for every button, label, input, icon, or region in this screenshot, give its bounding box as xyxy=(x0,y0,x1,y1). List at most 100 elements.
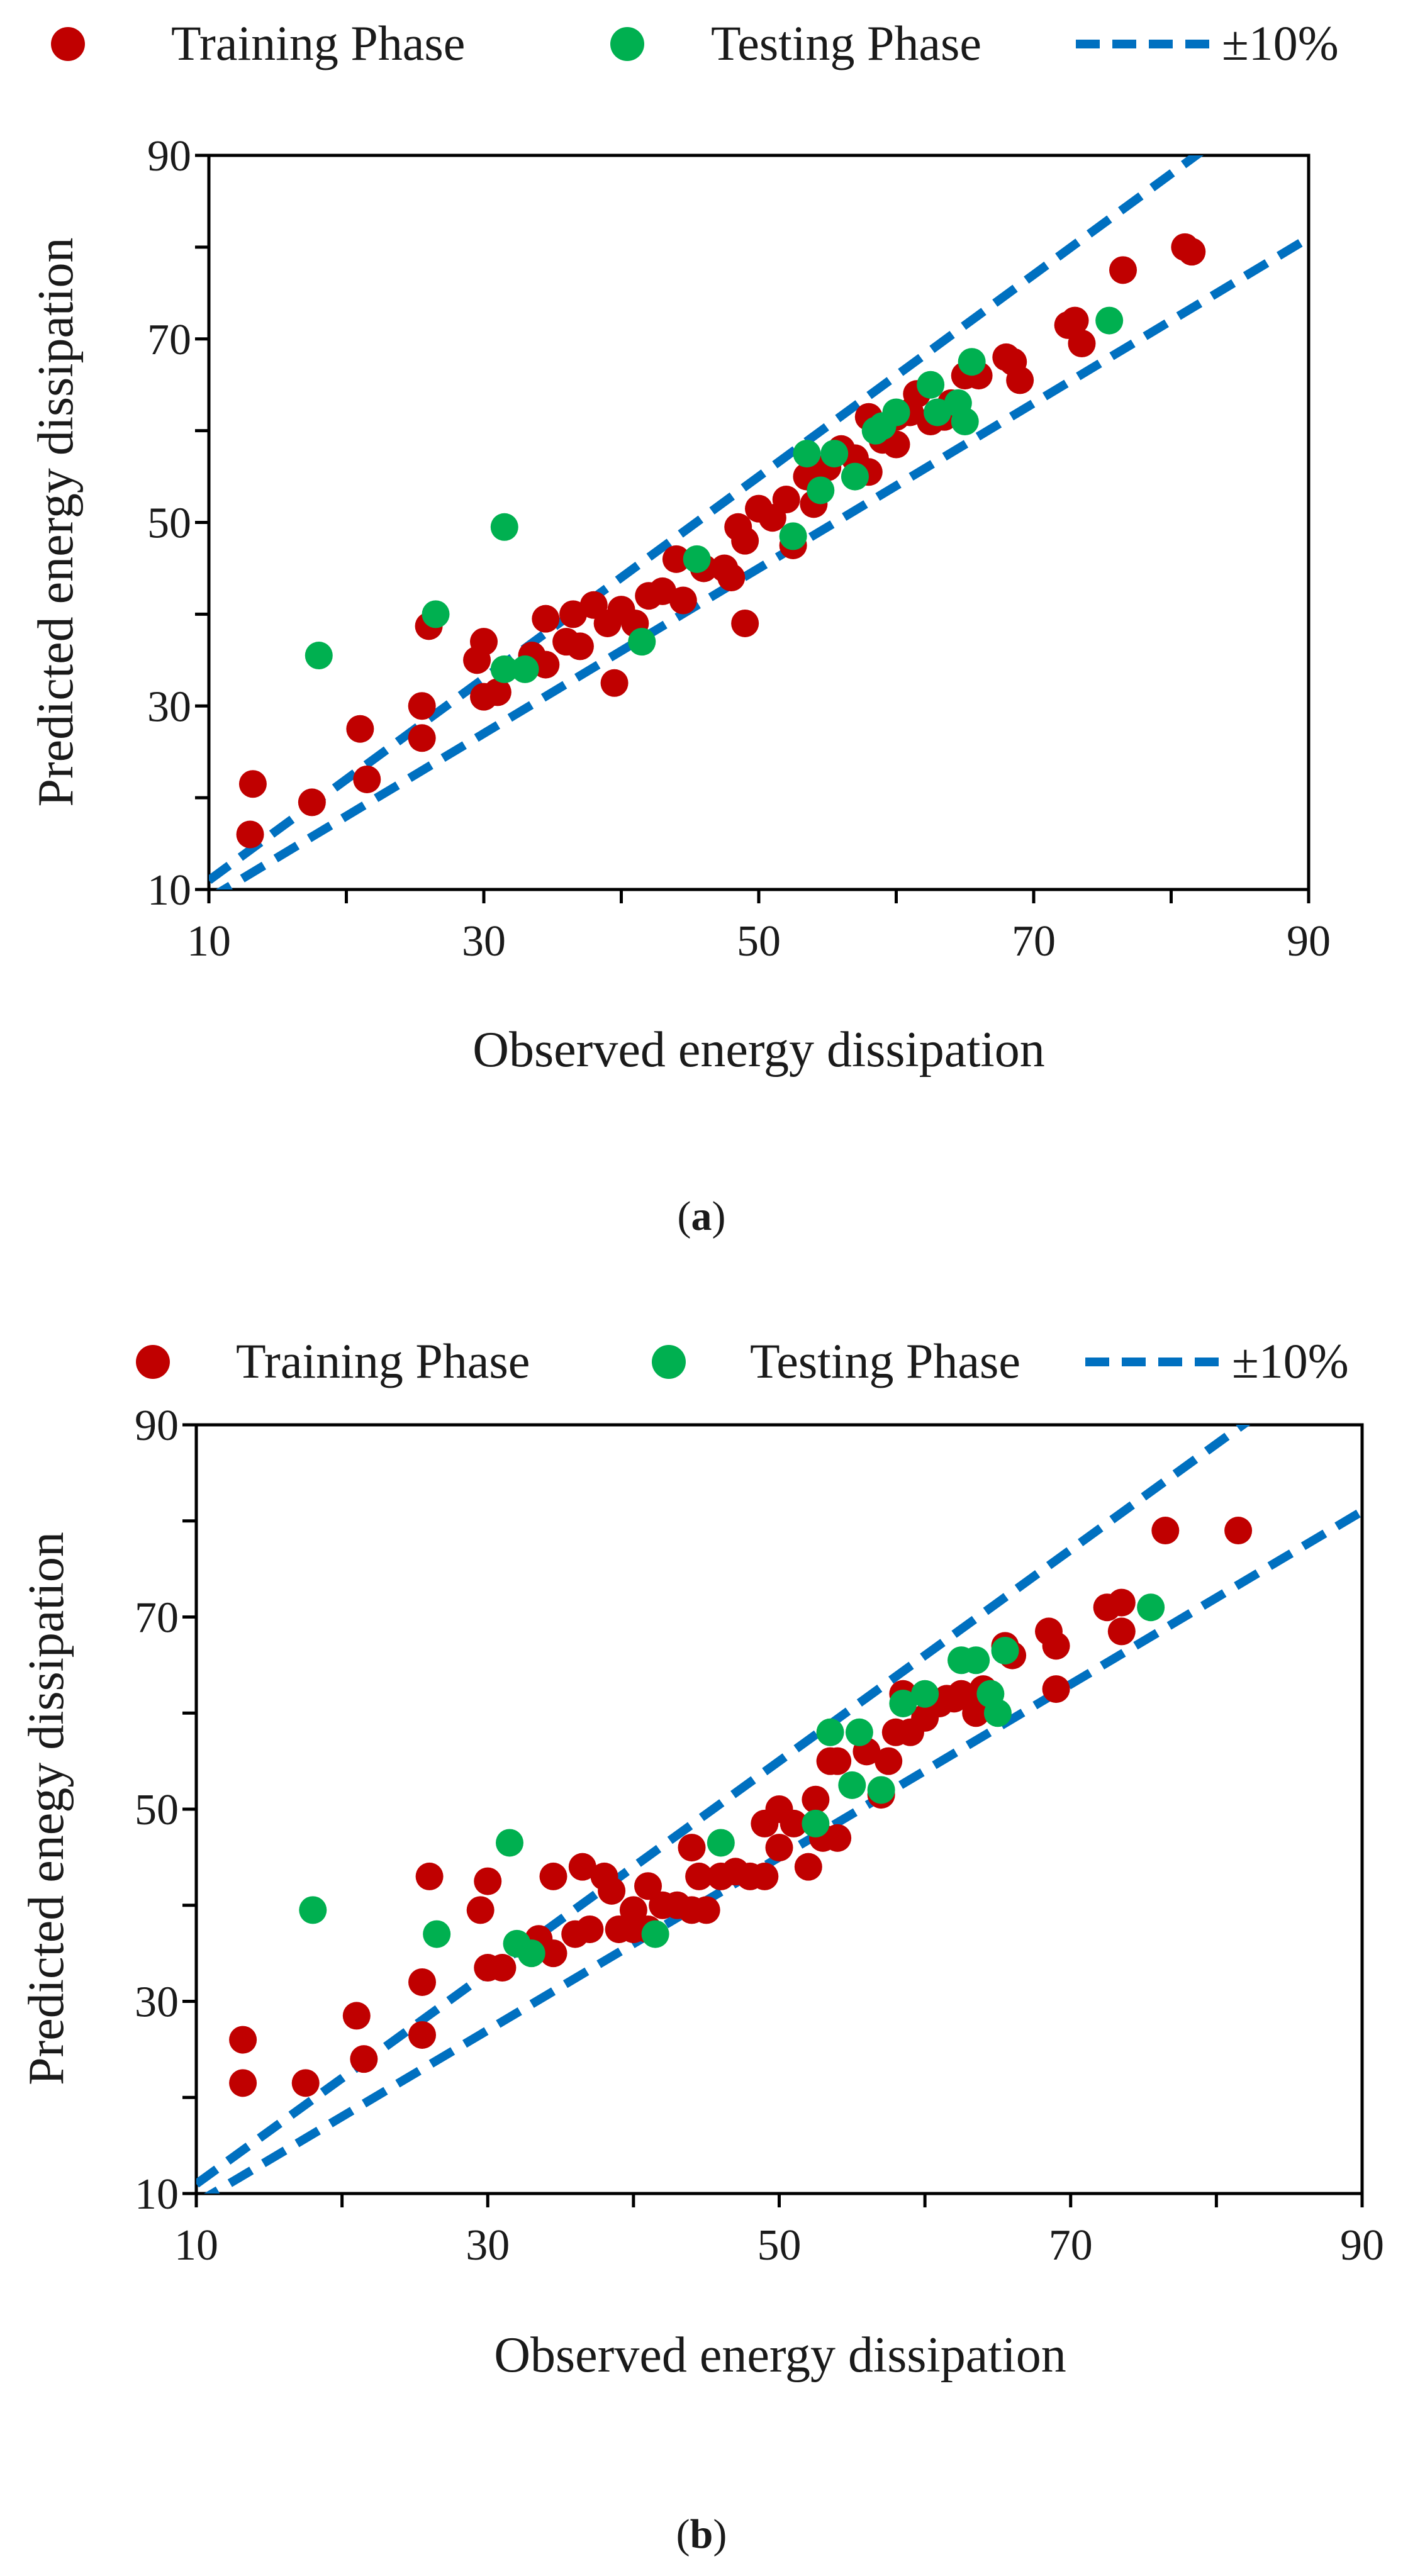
y-tick-label: 10 xyxy=(147,866,191,915)
y-axis-label-b: Predicted enegy dissipation xyxy=(19,1532,74,2085)
training-point xyxy=(1107,1588,1136,1617)
testing-point xyxy=(962,1646,990,1675)
training-point xyxy=(875,1747,903,1775)
training-point xyxy=(350,2045,378,2073)
testing-point xyxy=(802,1809,830,1837)
legend-training-marker xyxy=(136,1345,170,1379)
testing-point xyxy=(958,348,986,376)
y-tick-label: 70 xyxy=(135,1594,179,1642)
testing-point xyxy=(889,1689,917,1717)
training-point xyxy=(634,1872,662,1900)
training-point xyxy=(576,1915,604,1943)
legend-testing-marker xyxy=(652,1345,686,1379)
x-axis-label-b: Observed energy dissipation xyxy=(494,2328,1066,2383)
training-point xyxy=(1042,1675,1070,1703)
legend-training-label: Training Phase xyxy=(236,1334,530,1388)
y-tick-label: 10 xyxy=(135,2170,179,2219)
training-point xyxy=(824,1824,852,1852)
training-point xyxy=(962,1699,990,1727)
testing-point xyxy=(495,1829,523,1857)
x-tick-label: 70 xyxy=(1049,2221,1093,2270)
legend-training-label: Training Phase xyxy=(171,16,465,70)
testing-point xyxy=(1137,1593,1165,1622)
training-point xyxy=(1109,256,1137,284)
training-point xyxy=(649,577,677,605)
training-point xyxy=(236,820,264,849)
training-point xyxy=(765,1834,793,1862)
panel-caption-a: (a) xyxy=(678,1193,726,1239)
testing-point xyxy=(707,1829,735,1857)
testing-point xyxy=(838,1771,866,1799)
testing-point xyxy=(683,545,711,573)
training-point xyxy=(532,605,560,633)
testing-point xyxy=(951,408,979,436)
training-point xyxy=(298,788,326,817)
testing-point xyxy=(305,642,333,670)
testing-point xyxy=(779,522,807,550)
y-tick-label: 50 xyxy=(135,1786,179,1834)
x-tick-label: 10 xyxy=(174,2221,218,2270)
training-point xyxy=(669,586,697,615)
testing-point xyxy=(917,371,945,399)
x-tick-label: 70 xyxy=(1012,917,1056,966)
training-point xyxy=(731,609,759,637)
training-point xyxy=(731,527,759,555)
testing-point xyxy=(299,1896,327,1924)
training-point xyxy=(474,1867,502,1895)
training-point xyxy=(342,2002,371,2030)
training-point xyxy=(532,650,560,679)
testing-point xyxy=(867,1776,895,1804)
training-point xyxy=(568,1853,596,1881)
legend-band-label: ±10% xyxy=(1232,1334,1349,1388)
testing-point xyxy=(991,1636,1019,1664)
training-point xyxy=(1068,330,1096,358)
training-point xyxy=(470,628,498,656)
x-tick-label: 30 xyxy=(462,917,506,966)
training-point xyxy=(238,770,267,798)
training-point xyxy=(600,669,629,697)
x-tick-label: 10 xyxy=(187,917,231,966)
training-point xyxy=(1151,1517,1180,1545)
testing-point xyxy=(882,398,910,427)
legend-band-label: ±10% xyxy=(1222,16,1339,70)
training-point xyxy=(566,632,594,661)
testing-point xyxy=(793,440,821,468)
testing-point xyxy=(422,600,450,628)
training-point xyxy=(794,1853,822,1881)
training-point xyxy=(751,1862,779,1890)
training-point xyxy=(415,1862,444,1890)
training-point xyxy=(802,1785,830,1814)
legend-testing-marker xyxy=(610,27,644,61)
testing-point xyxy=(924,398,952,427)
testing-point xyxy=(911,1680,939,1708)
training-point xyxy=(346,715,374,743)
training-point xyxy=(559,600,588,628)
testing-point xyxy=(816,1718,844,1746)
testing-point xyxy=(517,1939,545,1968)
testing-point xyxy=(1095,306,1124,335)
training-point xyxy=(947,1680,976,1708)
x-tick-label: 90 xyxy=(1340,2221,1384,2270)
training-point xyxy=(408,2021,437,2049)
training-point xyxy=(678,1834,706,1862)
training-point xyxy=(229,2026,257,2054)
testing-point xyxy=(807,476,835,505)
training-point xyxy=(488,1954,517,1982)
training-point xyxy=(466,1896,495,1924)
training-point xyxy=(539,1862,567,1890)
training-point xyxy=(408,1968,437,1996)
legend-training-marker xyxy=(51,27,85,61)
training-point xyxy=(1107,1617,1136,1646)
band-line-minus-10 xyxy=(215,234,1309,889)
y-tick-label: 90 xyxy=(147,132,191,181)
panel-caption-b: (b) xyxy=(676,2511,727,2557)
testing-point xyxy=(841,462,869,491)
testing-point xyxy=(820,440,849,468)
training-point xyxy=(824,1747,852,1775)
data-points-b xyxy=(229,1517,1253,2097)
band-line-plus-10 xyxy=(209,155,1204,884)
y-tick-label: 70 xyxy=(147,316,191,364)
training-point xyxy=(1061,306,1089,335)
legend-testing-label: Testing Phase xyxy=(750,1334,1020,1388)
